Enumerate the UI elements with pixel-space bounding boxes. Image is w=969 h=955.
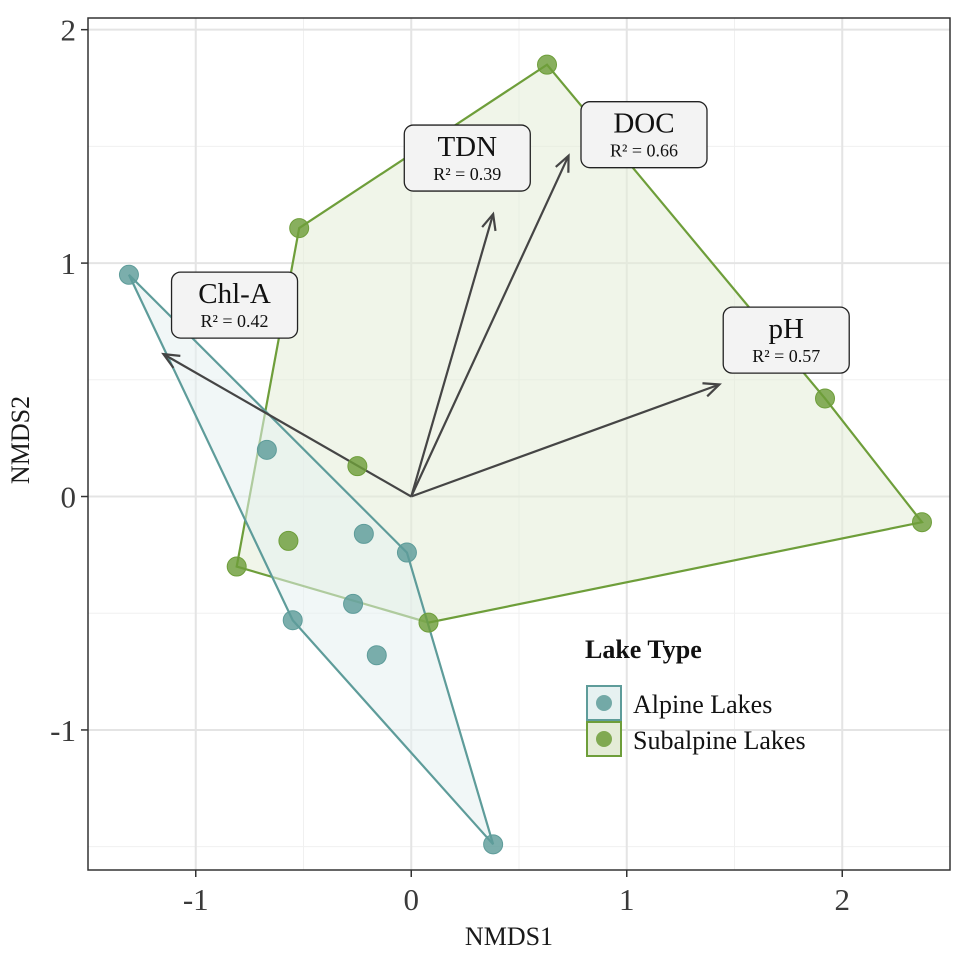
- vector-arrowhead-doc: [555, 153, 570, 173]
- vector-label-box: [170, 271, 299, 339]
- y-tick-label: 1: [61, 246, 77, 281]
- point-subalpine-lakes: [278, 530, 299, 551]
- point-alpine-lakes: [343, 593, 364, 614]
- x-tick-label: 0: [404, 882, 420, 917]
- vector-line-doc: [410, 155, 570, 497]
- legend-item-alpine-lakes: Alpine Lakes: [586, 685, 772, 721]
- point-subalpine-lakes: [347, 456, 368, 477]
- vector-name: TDN: [437, 131, 497, 163]
- vector-r2: R² = 0.57: [752, 346, 820, 366]
- x-axis-title: NMDS1: [465, 922, 553, 951]
- x-tick-label: -1: [183, 882, 209, 917]
- point-subalpine-lakes: [537, 54, 558, 75]
- vector-arrowhead-ph: [702, 382, 722, 398]
- vector-arrowhead-tdn: [481, 211, 497, 232]
- legend-label: Subalpine Lakes: [633, 726, 806, 755]
- y-tick-label: -1: [50, 713, 76, 748]
- point-subalpine-lakes: [911, 512, 932, 533]
- point-subalpine-lakes: [226, 556, 247, 577]
- vector-line-chl-a: [162, 353, 412, 498]
- plot-border: [87, 17, 951, 871]
- point-alpine-lakes: [118, 264, 139, 285]
- y-axis-title: NMDS2: [6, 396, 35, 484]
- legend: Lake Type Alpine Lakes Subalpine Lakes: [585, 635, 806, 757]
- y-tick-label: 0: [61, 480, 77, 515]
- vector-line-tdn: [410, 213, 495, 497]
- point-alpine-lakes: [353, 523, 374, 544]
- environmental-vectors: [161, 153, 722, 498]
- vector-name: Chl-A: [198, 278, 271, 310]
- legend-title: Lake Type: [585, 635, 702, 664]
- point-subalpine-lakes: [418, 612, 439, 633]
- point-subalpine-lakes: [815, 388, 836, 409]
- x-tick-label: 2: [835, 882, 851, 917]
- vector-r2: R² = 0.42: [201, 311, 269, 331]
- vector-label-box: [403, 124, 531, 192]
- point-alpine-lakes: [256, 439, 277, 460]
- point-alpine-lakes: [282, 610, 303, 631]
- point-subalpine-lakes: [289, 218, 310, 239]
- vector-label-box: [722, 306, 850, 374]
- vector-label-chl-a: Chl-AR² = 0.42: [170, 271, 299, 339]
- vector-r2: R² = 0.66: [610, 141, 678, 161]
- y-tick-label: 2: [61, 13, 77, 48]
- point-alpine-lakes: [483, 834, 504, 855]
- site-points: [118, 54, 932, 855]
- legend-item-subalpine-lakes: Subalpine Lakes: [586, 721, 806, 757]
- vector-name: DOC: [613, 108, 674, 140]
- vector-line-ph: [410, 383, 720, 498]
- point-alpine-lakes: [396, 542, 417, 563]
- x-tick-label: 1: [619, 882, 635, 917]
- point-alpine-lakes: [366, 645, 387, 666]
- vector-arrowhead-chl-a: [161, 352, 181, 369]
- legend-marker: [596, 695, 612, 711]
- legend-label: Alpine Lakes: [633, 690, 772, 719]
- axis-ticks: -1 0 1 2 -1 0 1 2: [50, 13, 850, 917]
- vector-label-box: [580, 101, 708, 169]
- vector-r2: R² = 0.39: [433, 164, 501, 184]
- legend-marker: [596, 731, 612, 747]
- vector-name: pH: [768, 313, 804, 345]
